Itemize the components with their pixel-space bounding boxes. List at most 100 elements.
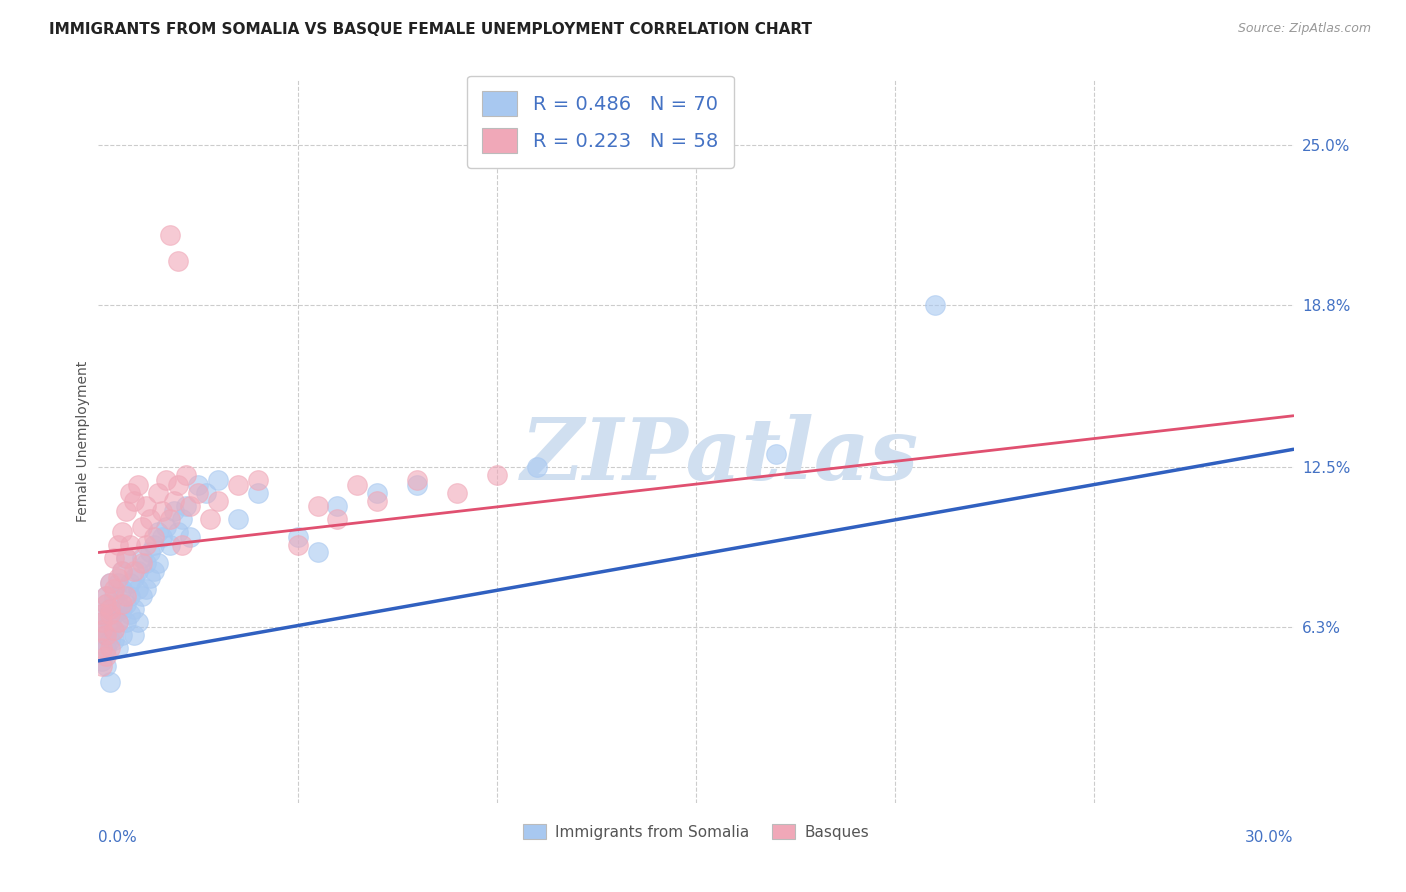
Point	[96, 597, 118, 611]
Point	[159, 538, 181, 552]
Point	[446, 486, 468, 500]
Point	[148, 524, 170, 539]
Point	[91, 633, 114, 648]
Point	[148, 486, 170, 500]
Point	[115, 590, 138, 604]
Point	[159, 228, 181, 243]
Point	[111, 524, 134, 539]
Point	[150, 530, 173, 544]
Point	[167, 254, 190, 268]
Point	[172, 538, 194, 552]
Point	[96, 590, 118, 604]
Point	[159, 512, 181, 526]
Point	[172, 512, 194, 526]
Point	[135, 582, 157, 596]
Point	[111, 628, 134, 642]
Point	[174, 499, 197, 513]
Point	[111, 564, 134, 578]
Point	[287, 538, 309, 552]
Point	[406, 478, 429, 492]
Point	[326, 499, 349, 513]
Point	[120, 590, 142, 604]
Point	[124, 602, 146, 616]
Point	[155, 473, 177, 487]
Text: ZIPatlas: ZIPatlas	[520, 414, 920, 498]
Point	[287, 530, 309, 544]
Point	[107, 571, 129, 585]
Point	[107, 538, 129, 552]
Point	[96, 590, 118, 604]
Point	[107, 597, 129, 611]
Point	[139, 512, 162, 526]
Point	[107, 615, 129, 630]
Point	[143, 564, 166, 578]
Legend: Immigrants from Somalia, Basques: Immigrants from Somalia, Basques	[517, 818, 875, 846]
Point	[98, 602, 122, 616]
Point	[91, 607, 114, 622]
Point	[115, 615, 138, 630]
Point	[98, 576, 122, 591]
Point	[131, 550, 153, 565]
Point	[131, 590, 153, 604]
Point	[96, 640, 118, 655]
Point	[326, 512, 349, 526]
Point	[346, 478, 368, 492]
Point	[103, 633, 125, 648]
Point	[174, 468, 197, 483]
Point	[195, 486, 218, 500]
Point	[111, 602, 134, 616]
Point	[115, 550, 138, 565]
Point	[96, 597, 118, 611]
Y-axis label: Female Unemployment: Female Unemployment	[76, 361, 90, 522]
Point	[96, 628, 118, 642]
Point	[115, 597, 138, 611]
Point	[91, 615, 114, 630]
Point	[115, 504, 138, 518]
Point	[179, 499, 201, 513]
Point	[115, 550, 138, 565]
Point	[103, 623, 125, 637]
Point	[207, 473, 229, 487]
Point	[98, 607, 122, 622]
Point	[91, 615, 114, 630]
Text: 30.0%: 30.0%	[1246, 830, 1294, 846]
Point	[135, 538, 157, 552]
Point	[91, 640, 114, 655]
Point	[98, 576, 122, 591]
Point	[120, 486, 142, 500]
Point	[198, 512, 221, 526]
Point	[148, 556, 170, 570]
Point	[765, 447, 787, 461]
Point	[91, 654, 114, 668]
Point	[163, 504, 186, 518]
Point	[91, 607, 114, 622]
Point	[127, 582, 149, 596]
Point	[91, 623, 114, 637]
Point	[103, 550, 125, 565]
Point	[103, 582, 125, 596]
Point	[246, 473, 269, 487]
Point	[187, 478, 209, 492]
Text: Source: ZipAtlas.com: Source: ZipAtlas.com	[1237, 22, 1371, 36]
Point	[143, 530, 166, 544]
Point	[107, 576, 129, 591]
Point	[103, 590, 125, 604]
Point	[111, 597, 134, 611]
Point	[124, 564, 146, 578]
Point	[98, 602, 122, 616]
Text: IMMIGRANTS FROM SOMALIA VS BASQUE FEMALE UNEMPLOYMENT CORRELATION CHART: IMMIGRANTS FROM SOMALIA VS BASQUE FEMALE…	[49, 22, 813, 37]
Point	[127, 478, 149, 492]
Point	[98, 633, 122, 648]
Point	[366, 494, 388, 508]
Point	[143, 538, 166, 552]
Point	[98, 615, 122, 630]
Point	[135, 556, 157, 570]
Point	[167, 524, 190, 539]
Point	[139, 545, 162, 559]
Point	[139, 571, 162, 585]
Point	[187, 486, 209, 500]
Text: 0.0%: 0.0%	[98, 830, 138, 846]
Point	[167, 478, 190, 492]
Point	[207, 494, 229, 508]
Point	[124, 628, 146, 642]
